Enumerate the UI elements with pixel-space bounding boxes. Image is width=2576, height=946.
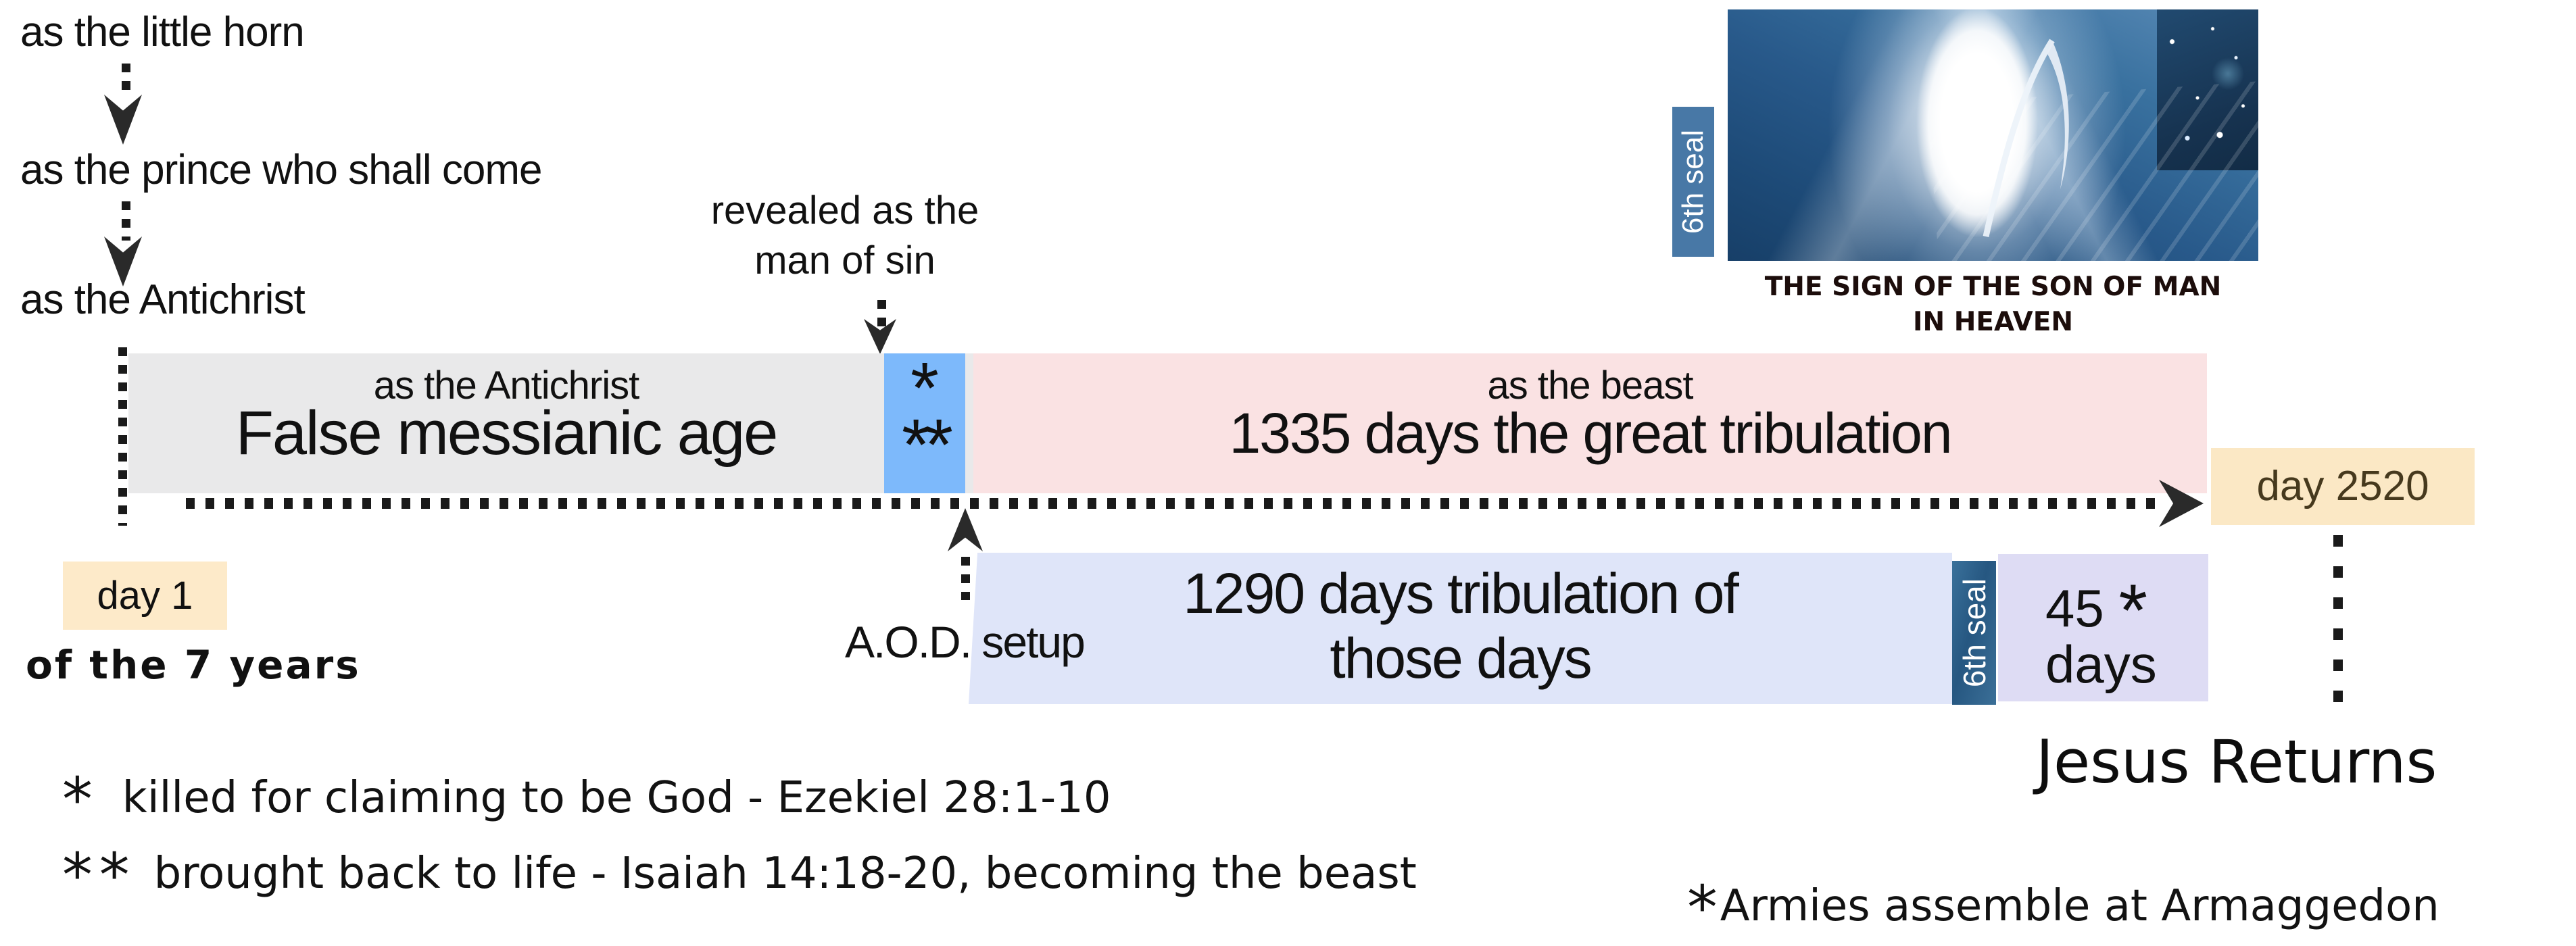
arrow-down-icon bbox=[104, 95, 142, 145]
killed-asterisk: * bbox=[910, 347, 940, 428]
footnote-armies-marker: * bbox=[1687, 872, 1718, 943]
great-tribulation-bar: as the beast 1335 days the great tribula… bbox=[973, 353, 2207, 493]
day-1-subtitle: of the 7 years bbox=[26, 642, 361, 688]
tribulation-1290-line1: 1290 days tribulation of bbox=[1183, 562, 1739, 625]
heaven-caption-line2: IN HEAVEN bbox=[1912, 307, 2073, 337]
dotted-connector bbox=[122, 64, 130, 99]
footnote-revived-text: brought back to life - Isaiah 14:18-20, … bbox=[153, 849, 1417, 899]
timeline-dotted-line bbox=[186, 498, 2161, 509]
revealed-note-line1: revealed as the bbox=[710, 189, 979, 232]
tribulation-1290-line2: those days bbox=[1330, 626, 1592, 690]
great-tribulation-title: 1335 days the great tribulation bbox=[1229, 401, 1952, 465]
footnote-killed-marker: * bbox=[62, 764, 93, 835]
day-2520-dotted-line bbox=[2333, 535, 2343, 722]
final-45-days-box: 45 * days bbox=[1998, 554, 2208, 701]
false-messianic-age-title: False messianic age bbox=[235, 399, 779, 468]
seal-strip-image: 6th seal bbox=[1672, 107, 1714, 257]
final-45-num: 45 bbox=[2045, 578, 2104, 638]
arrow-up-icon bbox=[948, 508, 983, 551]
dotted-connector bbox=[122, 201, 130, 241]
revived-asterisks: ** bbox=[901, 403, 953, 485]
seal-strip-mid: 6th seal bbox=[1952, 561, 1996, 705]
footnote-armies-text: Armies assemble at Armaggedon bbox=[1720, 881, 2439, 931]
son-of-man-image bbox=[1728, 9, 2258, 261]
day-1-box: day 1 bbox=[63, 562, 227, 630]
scythe-icon bbox=[1983, 39, 2069, 237]
footnote-revived-marker: ** bbox=[62, 840, 137, 911]
false-messianic-age-subtitle: as the Antichrist bbox=[373, 364, 639, 407]
jesus-returns-label: Jesus Returns bbox=[2036, 727, 2437, 797]
role-label-antichrist: as the Antichrist bbox=[20, 276, 306, 323]
starfield-corner bbox=[2157, 9, 2258, 170]
dotted-connector bbox=[961, 557, 970, 600]
great-tribulation-subtitle: as the beast bbox=[1487, 364, 1694, 407]
tribulation-1290-bar: 1290 days tribulation of those days bbox=[969, 553, 1952, 704]
day-2520-box: day 2520 bbox=[2211, 448, 2475, 525]
footnote-killed-text: killed for claiming to be God - Ezekiel … bbox=[122, 773, 1111, 823]
heaven-caption-line1: THE SIGN OF THE SON OF MAN bbox=[1764, 272, 2222, 302]
seal-strip-mid-label: 6th seal bbox=[1956, 578, 1992, 688]
false-messianic-age-bar: as the Antichrist False messianic age bbox=[128, 353, 973, 493]
revealed-note-line2: man of sin bbox=[754, 239, 935, 282]
final-45-days-line1: 45 * bbox=[2045, 565, 2147, 648]
seal-strip-image-label: 6th seal bbox=[1676, 129, 1709, 234]
footnote-revived: ** brought back to life - Isaiah 14:18-20… bbox=[62, 838, 1417, 906]
footnote-armies: *Armies assemble at Armaggedon bbox=[1687, 870, 2439, 939]
transition-box: * ** bbox=[884, 347, 965, 493]
start-boundary-dotted-line bbox=[118, 347, 127, 526]
final-45-days-line2: days bbox=[2045, 634, 2157, 694]
role-label-prince: as the prince who shall come bbox=[20, 147, 543, 193]
armageddon-asterisk: * bbox=[2118, 570, 2147, 653]
aod-setup-label: A.O.D. setup bbox=[845, 617, 1086, 667]
role-label-little-horn: as the little horn bbox=[20, 9, 305, 55]
footnote-killed: * killed for claiming to be God - Ezekiel… bbox=[62, 762, 1111, 830]
dotted-connector bbox=[877, 300, 886, 327]
